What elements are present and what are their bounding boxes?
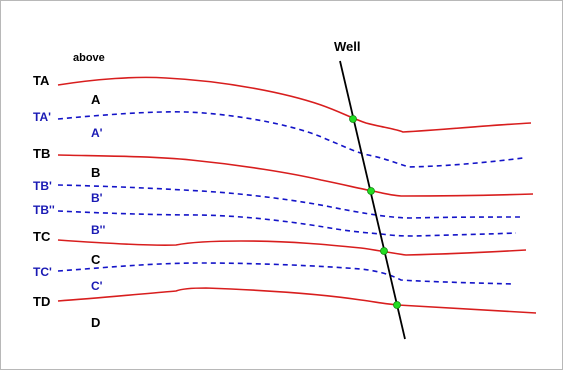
label-b: B <box>91 165 100 180</box>
label-d: D <box>91 315 100 330</box>
label-ta: TA <box>33 73 50 88</box>
label-c-prime: C' <box>91 279 103 293</box>
label-tb-dprime: TB'' <box>33 203 55 217</box>
label-above: above <box>73 52 105 64</box>
well-marker-tb <box>367 187 375 195</box>
label-b-prime: B' <box>91 191 103 205</box>
horizon-ta-prime-line <box>57 111 524 168</box>
horizon-tb-dprime-line <box>57 210 517 237</box>
well-marker-ta <box>349 115 357 123</box>
label-tc-prime: TC' <box>33 265 52 279</box>
well-marker-tc <box>380 247 388 255</box>
label-a: A <box>91 92 101 107</box>
label-tb: TB <box>33 146 50 161</box>
label-td: TD <box>33 294 50 309</box>
label-tb-prime: TB' <box>33 179 52 193</box>
well-line <box>339 60 406 340</box>
well-marker-td <box>393 301 401 309</box>
horizon-tb-line <box>57 154 534 197</box>
label-a-prime: A' <box>91 126 103 140</box>
horizon-tc-line <box>57 239 527 256</box>
horizon-tc-prime-line <box>57 262 514 285</box>
label-b-dprime: B'' <box>91 223 106 237</box>
label-ta-prime: TA' <box>33 110 51 124</box>
horizon-tb-prime-line <box>57 184 522 219</box>
horizon-ta-line <box>57 76 532 133</box>
label-well: Well <box>334 39 361 54</box>
label-tc: TC <box>33 229 51 244</box>
label-c: C <box>91 252 101 267</box>
horizon-td-line <box>57 287 537 314</box>
